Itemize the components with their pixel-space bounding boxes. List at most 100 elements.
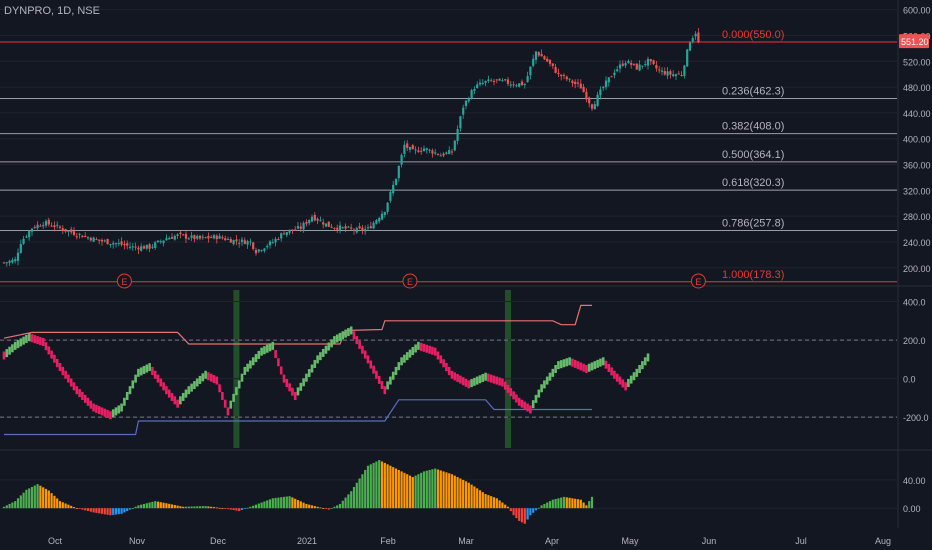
histogram-bar	[243, 508, 246, 509]
candle-body	[28, 231, 31, 238]
histogram-bar	[33, 485, 36, 509]
oscillator-bar	[67, 374, 70, 383]
candle-body	[308, 219, 311, 224]
histogram-bar	[554, 498, 557, 509]
candle-body	[596, 94, 599, 106]
candle-body	[274, 238, 277, 243]
candle-body	[221, 237, 224, 239]
candle-body	[103, 240, 106, 242]
signal-highlight	[505, 290, 511, 448]
candle-body	[582, 86, 585, 93]
candle-body	[694, 33, 697, 37]
candle-body	[81, 235, 84, 238]
oscillator-bar	[464, 378, 468, 387]
candle-body	[428, 149, 431, 151]
oscillator-bar	[268, 343, 272, 352]
histogram-bar	[378, 460, 381, 509]
candle-body	[193, 235, 196, 240]
oscillator-bar	[582, 363, 585, 372]
histogram-bar	[72, 507, 76, 509]
axis-tick-label: 320.00	[903, 186, 931, 196]
oscillator-bar	[599, 358, 602, 367]
histogram-bar	[126, 508, 129, 512]
candle-body	[655, 64, 658, 69]
oscillator-bar	[498, 377, 501, 386]
candle-body	[302, 222, 305, 230]
histogram-bar	[274, 497, 277, 509]
histogram-pane[interactable]	[0, 460, 897, 524]
oscillator-bar	[635, 368, 639, 377]
fibonacci-retracement[interactable]: 0.000(550.0) 0.236(462.3) 0.382(408.0) 0.50…	[0, 29, 897, 283]
candle-body	[347, 226, 350, 228]
candle-body	[691, 38, 694, 42]
candle-body	[224, 238, 227, 241]
oscillator-bar	[111, 409, 115, 418]
grid-lines	[0, 0, 932, 528]
oscillator-bar	[81, 391, 84, 400]
histogram-bar	[350, 491, 353, 509]
histogram-bar	[327, 508, 330, 510]
oscillator-bar	[64, 370, 67, 379]
histogram-bar	[540, 505, 543, 509]
earnings-marker-icon	[690, 273, 706, 289]
candle-body	[252, 242, 255, 250]
oscillator-bar	[274, 350, 277, 359]
histogram-bar	[151, 501, 154, 509]
histogram-bar	[492, 497, 496, 509]
candle-body	[568, 78, 571, 80]
axis-tick-label: 0.00	[903, 504, 921, 514]
fib-level-label: 1.000(178.3)	[722, 269, 784, 281]
candle-body	[383, 211, 386, 216]
oscillator-bar	[209, 373, 213, 382]
candle-body	[520, 81, 524, 86]
candle-body	[672, 74, 675, 77]
oscillator-bar	[604, 360, 608, 369]
candle-body	[506, 79, 510, 84]
earnings-marker-label: E	[407, 277, 413, 287]
candle-body	[291, 229, 294, 231]
time-axis-label: 2021	[297, 536, 317, 546]
oscillator-bar	[383, 386, 387, 395]
candle-body	[361, 227, 364, 231]
histogram-bar	[462, 479, 465, 509]
candle-body	[641, 65, 644, 67]
oscillator-bar	[531, 400, 535, 409]
candlestick-series[interactable]	[2, 28, 700, 267]
oscillator-bar	[411, 347, 415, 356]
oscillator-bar	[30, 334, 34, 343]
histogram-bar	[266, 500, 269, 509]
oscillator-bar	[153, 370, 157, 379]
oscillator-bar	[201, 373, 205, 382]
time-axis-label: May	[621, 536, 639, 546]
candle-body	[128, 246, 132, 248]
oscillator-bar	[515, 394, 518, 403]
candle-body	[509, 84, 512, 86]
oscillator-bar	[408, 349, 412, 358]
oscillator-bar	[576, 361, 580, 370]
oscillator-bar	[22, 336, 25, 345]
oscillator-bar	[526, 403, 529, 412]
oscillator-bar	[627, 378, 630, 387]
histogram-bar	[156, 501, 160, 509]
histogram-bar	[383, 462, 386, 509]
oscillator-bar	[548, 372, 552, 381]
oscillator-bar	[291, 387, 294, 396]
oscillator-pane[interactable]	[0, 290, 897, 448]
histogram-bar	[14, 501, 17, 509]
candle-body	[296, 226, 300, 229]
fib-level-label: 0.786(257.8)	[722, 218, 784, 230]
histogram-bar	[106, 508, 109, 515]
histogram-bar	[551, 499, 554, 509]
oscillator-bar	[229, 400, 233, 409]
oscillator-bar	[540, 384, 543, 393]
candle-body	[688, 42, 692, 51]
histogram-bar	[84, 508, 87, 511]
candle-body	[266, 245, 269, 248]
histogram-bar	[182, 506, 185, 509]
oscillator-bar	[173, 396, 177, 405]
candle-body	[599, 89, 602, 96]
candle-body	[456, 129, 459, 142]
histogram-bar	[142, 503, 146, 509]
